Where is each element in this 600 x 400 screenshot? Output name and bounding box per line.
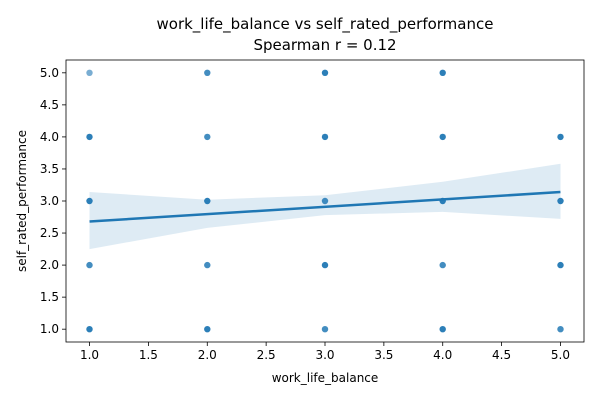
- data-point: [557, 133, 564, 141]
- y-axis-label: self_rated_performance: [15, 130, 29, 272]
- data-point: [86, 326, 93, 333]
- y-tick-label: 2.5: [40, 226, 59, 240]
- data-point: [321, 261, 329, 269]
- data-point: [204, 69, 211, 77]
- y-tick-label: 1.5: [40, 290, 59, 304]
- data-point: [557, 326, 564, 333]
- points-layer: [86, 69, 564, 333]
- x-axis-label: work_life_balance: [272, 371, 379, 385]
- regression-line: [89, 190, 561, 223]
- x-tick-label: 3.5: [374, 348, 393, 362]
- data-point: [204, 133, 211, 141]
- x-tick-label: 2.0: [198, 348, 217, 362]
- data-point: [86, 261, 93, 269]
- data-point: [204, 197, 211, 205]
- x-tick-label: 4.0: [433, 348, 452, 362]
- data-point: [557, 197, 564, 205]
- y-tick-label: 5.0: [40, 66, 59, 80]
- data-point: [86, 197, 93, 205]
- data-point: [557, 261, 564, 269]
- chart-title: work_life_balance vs self_rated_performa…: [157, 15, 494, 34]
- regression-line-layer: [89, 190, 561, 223]
- data-point: [439, 261, 446, 269]
- y-tick-label: 3.0: [40, 194, 59, 208]
- chart-subtitle: Spearman r = 0.12: [253, 36, 396, 54]
- data-point: [439, 326, 446, 333]
- x-axis-ticks: 1.0 1.5 2.0 2.5 3.0 3.5 4.0 4.5 5.0: [80, 342, 570, 362]
- y-tick-label: 4.0: [40, 130, 59, 144]
- y-tick-label: 3.5: [40, 162, 59, 176]
- data-point: [439, 133, 446, 141]
- x-tick-label: 1.0: [80, 348, 99, 362]
- data-point: [86, 69, 93, 77]
- data-point: [204, 261, 211, 269]
- x-tick-label: 5.0: [551, 348, 570, 362]
- x-tick-label: 2.5: [257, 348, 276, 362]
- x-tick-label: 3.0: [315, 348, 334, 362]
- y-tick-label: 1.0: [40, 322, 59, 336]
- data-point: [86, 133, 93, 141]
- data-point: [204, 326, 211, 333]
- y-axis-ticks: 1.0 1.5 2.0 2.5 3.0 3.5 4.0 4.5 5.0: [40, 66, 66, 336]
- x-tick-label: 1.5: [139, 348, 158, 362]
- y-tick-label: 4.5: [40, 98, 59, 112]
- x-tick-label: 4.5: [492, 348, 511, 362]
- y-tick-label: 2.0: [40, 258, 59, 272]
- data-point: [321, 197, 329, 205]
- data-point: [321, 69, 329, 77]
- data-point: [321, 326, 329, 333]
- data-point: [439, 69, 446, 77]
- data-point: [321, 133, 329, 141]
